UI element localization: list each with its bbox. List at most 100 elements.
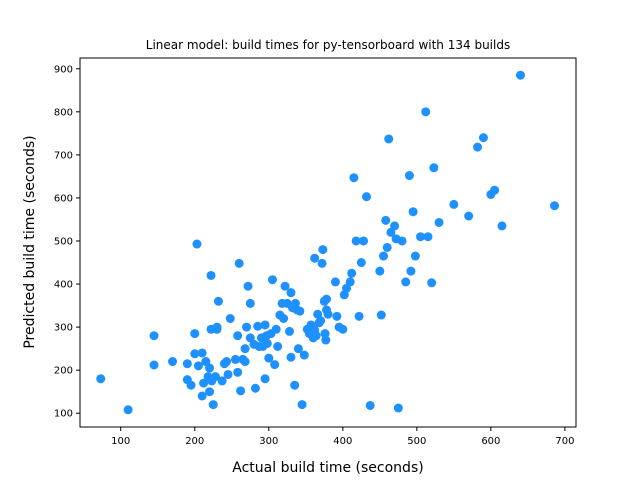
data-point (321, 335, 331, 345)
data-point (406, 266, 416, 276)
data-point (345, 277, 355, 287)
data-point (279, 314, 289, 323)
data-point (208, 400, 218, 410)
data-point (550, 201, 560, 211)
data-point (149, 331, 159, 341)
data-point (270, 360, 280, 370)
data-point (186, 380, 196, 390)
data-point (397, 236, 407, 246)
data-point (123, 405, 133, 415)
data-point (390, 221, 400, 231)
data-point (464, 211, 474, 221)
data-point (280, 281, 290, 291)
data-point (347, 268, 357, 278)
data-point (222, 357, 232, 367)
data-point (317, 258, 327, 268)
data-point (362, 192, 371, 202)
data-point (286, 288, 296, 298)
data-point (365, 400, 375, 410)
y-axis-label: Predicted build time (seconds) (22, 135, 38, 348)
x-axis-label: Actual build time (seconds) (232, 460, 423, 476)
data-point (193, 361, 203, 371)
data-point (197, 391, 207, 401)
data-point (311, 331, 321, 341)
data-point (190, 349, 200, 359)
y-tick-label: 900 (54, 64, 73, 75)
data-point (434, 217, 444, 227)
data-point (318, 245, 328, 255)
data-point (349, 173, 359, 183)
data-point (190, 329, 200, 339)
data-point (338, 324, 348, 334)
x-tick-label: 100 (111, 436, 130, 447)
data-point (236, 386, 246, 396)
data-point (332, 311, 342, 321)
data-point (356, 258, 366, 268)
data-point (240, 344, 250, 354)
data-point (316, 316, 326, 326)
data-point (233, 367, 243, 377)
y-tick-label: 800 (54, 107, 73, 118)
data-point (330, 277, 340, 287)
data-point (404, 171, 414, 181)
data-point (197, 348, 207, 358)
data-point (322, 294, 332, 304)
data-point (260, 374, 270, 384)
data-point (293, 344, 303, 354)
data-point (260, 320, 270, 330)
data-point (429, 163, 439, 173)
data-point (206, 270, 216, 280)
data-point (264, 353, 274, 363)
data-point (427, 278, 437, 288)
data-point (192, 239, 202, 249)
data-point (182, 359, 192, 369)
data-point (384, 134, 394, 144)
data-point (168, 357, 178, 367)
data-point (295, 306, 305, 316)
data-point (233, 331, 243, 341)
data-point (375, 266, 385, 276)
chart-title: Linear model: build times for py-tensorb… (146, 38, 510, 52)
x-tick-label: 300 (259, 436, 278, 447)
y-tick-label: 200 (54, 366, 73, 377)
data-point (354, 311, 364, 321)
data-point (478, 133, 488, 143)
data-point (416, 232, 426, 242)
data-point (217, 376, 227, 386)
data-point (223, 369, 233, 379)
y-tick-label: 500 (54, 236, 73, 247)
data-point (245, 298, 255, 308)
data-point (286, 352, 296, 362)
x-tick-label: 500 (407, 436, 426, 447)
data-point (230, 354, 240, 364)
data-point (262, 338, 272, 348)
data-point (421, 107, 431, 117)
y-axis-ticks: 100 200 300 400 500 600 700 800 900 (54, 64, 80, 420)
data-point (199, 378, 209, 388)
plot-frame (79, 57, 577, 428)
y-tick-label: 400 (54, 280, 73, 291)
x-axis-ticks: 100 200 300 400 500 600 700 (111, 427, 574, 447)
data-point (273, 341, 283, 351)
x-tick-label: 400 (333, 436, 352, 447)
data-point (410, 251, 420, 261)
data-point (212, 322, 222, 332)
data-point (297, 400, 307, 410)
data-point (310, 253, 320, 263)
data-point (359, 236, 369, 246)
data-point (96, 374, 106, 384)
data-point (323, 309, 333, 319)
data-point (267, 275, 277, 285)
data-point (351, 236, 361, 246)
data-point (515, 70, 525, 80)
data-point (423, 232, 433, 242)
data-point (393, 403, 403, 413)
y-tick-label: 300 (54, 323, 73, 334)
x-tick-label: 200 (185, 436, 204, 447)
data-point (234, 258, 244, 268)
data-point (490, 185, 500, 195)
x-tick-label: 600 (481, 436, 500, 447)
data-point (290, 380, 300, 390)
y-tick-label: 600 (54, 193, 73, 204)
